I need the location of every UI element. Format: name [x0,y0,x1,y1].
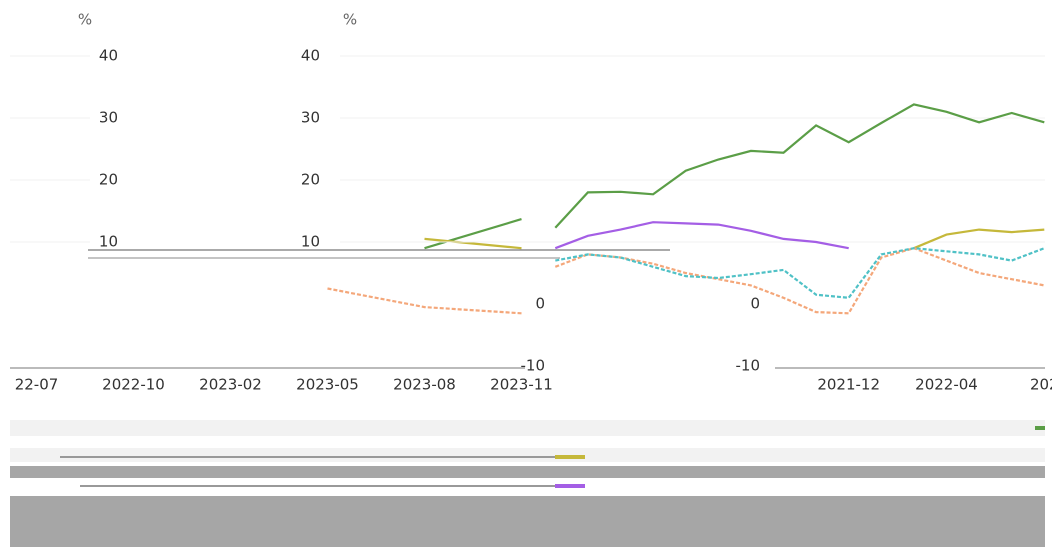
y-tick-label: -10 [736,357,761,375]
y-tick-label: 30 [99,109,118,127]
series-line [554,247,1045,315]
series-line [554,221,849,250]
gray-bar [10,466,1045,478]
x-tick-label: 2023-11 [490,376,553,394]
legend-row [10,420,1045,436]
y-tick-label: -10 [521,357,546,375]
y-tick-label: 20 [301,171,320,189]
x-tick-label: 2021-12 [817,376,880,394]
x-tick-label: 2023-02 [199,376,262,394]
series-line [913,228,1045,250]
y-tick-label: 40 [301,47,320,65]
series-line [327,287,522,315]
x-tick-label: 22-07 [15,376,59,394]
series-line [554,103,1045,229]
series-line [424,218,522,250]
y-tick-label: 10 [301,233,320,251]
y-tick-label: 20 [99,171,118,189]
y-unit: % [78,11,92,29]
series-line [555,247,1045,299]
series-line [424,237,522,250]
y-tick-label: 30 [301,109,320,127]
x-tick-label: 2022-04 [915,376,978,394]
legend-row [10,448,1045,462]
y-tick-label: 0 [750,295,760,313]
gray-bar [10,496,1045,547]
y-unit: % [343,11,357,29]
x-tick-label: 202 [1030,376,1052,394]
x-tick-label: 2022-10 [102,376,165,394]
y-tick-label: 40 [99,47,118,65]
legend [10,420,1045,547]
y-tick-label: 0 [535,295,545,313]
x-tick-label: 2023-08 [393,376,456,394]
x-tick-label: 2023-05 [296,376,359,394]
y-tick-label: 10 [99,233,118,251]
